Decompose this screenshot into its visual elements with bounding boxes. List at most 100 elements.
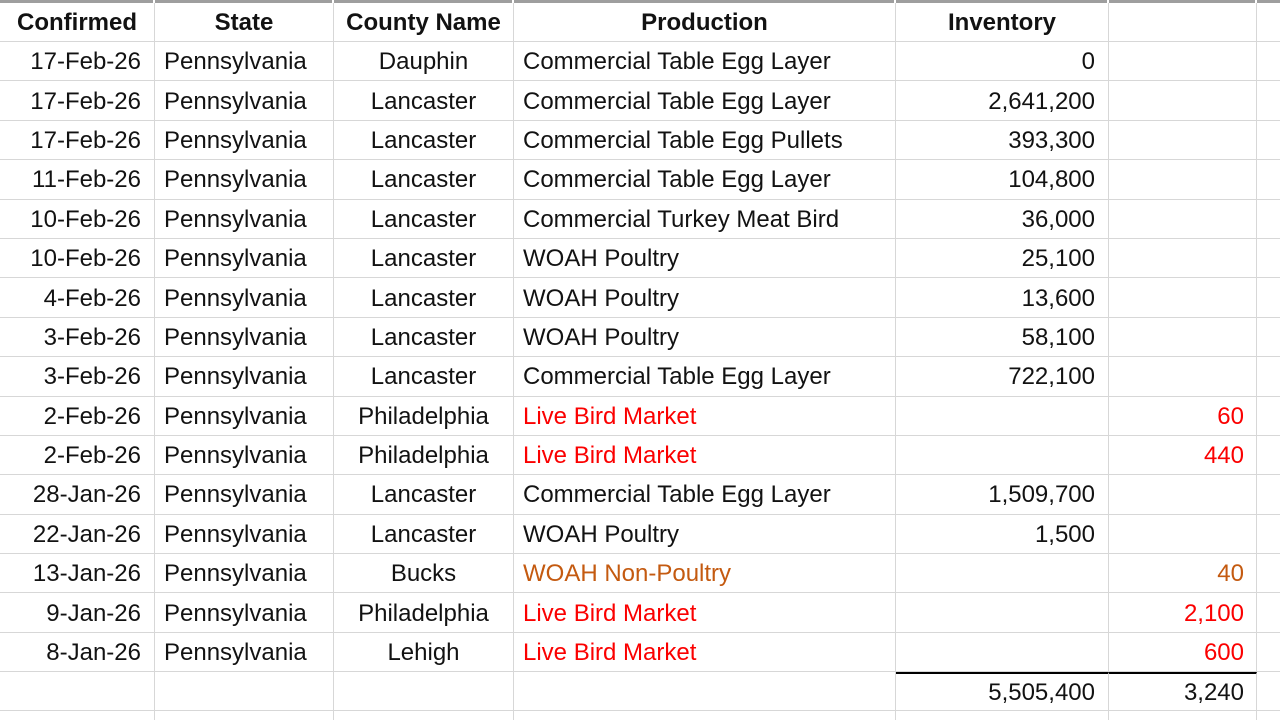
cell-gutter[interactable] [1257, 81, 1280, 119]
cell-production[interactable]: Live Bird Market [514, 632, 896, 672]
cell-state[interactable]: Pennsylvania [155, 160, 334, 199]
cell-confirmed[interactable]: 22-Jan-26 [0, 514, 155, 554]
cell-county[interactable]: Lancaster [334, 317, 514, 357]
cell-county[interactable]: Lancaster [334, 357, 514, 396]
cell-state[interactable]: Pennsylvania [155, 554, 334, 593]
cell-county[interactable]: Lancaster [334, 278, 514, 317]
cell-production[interactable]: Commercial Table Egg Pullets [514, 120, 896, 160]
cell-inventory[interactable]: 25,100 [896, 238, 1109, 278]
cell-confirmed[interactable]: 17-Feb-26 [0, 120, 155, 160]
cell-gutter[interactable] [1257, 436, 1280, 474]
cell-gutter[interactable] [1257, 397, 1280, 435]
cell-extra[interactable] [1109, 42, 1257, 81]
cell-state[interactable]: Pennsylvania [155, 435, 334, 475]
cell-gutter[interactable] [1257, 515, 1280, 553]
cell-confirmed[interactable]: 11-Feb-26 [0, 160, 155, 199]
header-inventory[interactable]: Inventory [896, 3, 1109, 41]
cell-inventory[interactable]: 722,100 [896, 357, 1109, 396]
cell-inventory[interactable] [896, 632, 1109, 672]
cell-extra[interactable]: 600 [1109, 632, 1257, 672]
cell-confirmed[interactable]: 9-Jan-26 [0, 593, 155, 632]
cell-state[interactable]: Pennsylvania [155, 199, 334, 238]
cell-confirmed[interactable]: 2-Feb-26 [0, 396, 155, 435]
cell-state[interactable]: Pennsylvania [155, 317, 334, 357]
totals-extra-value[interactable]: 3,240 [1109, 672, 1257, 711]
cell-extra[interactable] [1109, 514, 1257, 554]
cell-inventory[interactable]: 1,509,700 [896, 475, 1109, 514]
cell-confirmed[interactable]: 3-Feb-26 [0, 357, 155, 396]
cell-gutter[interactable] [1257, 475, 1280, 513]
totals-cell-state[interactable] [155, 672, 334, 711]
cell-production[interactable]: Commercial Table Egg Layer [514, 81, 896, 120]
cell-gutter[interactable] [1257, 593, 1280, 631]
cell-state[interactable]: Pennsylvania [155, 396, 334, 435]
cell-county[interactable]: Lancaster [334, 514, 514, 554]
cell-confirmed[interactable]: 10-Feb-26 [0, 238, 155, 278]
cell-confirmed[interactable]: 13-Jan-26 [0, 554, 155, 593]
cell-extra[interactable] [1109, 199, 1257, 238]
cell-county[interactable]: Lancaster [334, 238, 514, 278]
cell-state[interactable]: Pennsylvania [155, 120, 334, 160]
header-state[interactable]: State [155, 3, 334, 41]
cell-gutter[interactable] [1257, 200, 1280, 238]
cell-production[interactable]: Commercial Table Egg Layer [514, 160, 896, 199]
cell-inventory[interactable]: 393,300 [896, 120, 1109, 160]
cell-gutter[interactable] [1257, 278, 1280, 316]
cell-county[interactable]: Lancaster [334, 160, 514, 199]
cell-confirmed[interactable]: 28-Jan-26 [0, 475, 155, 514]
cell-inventory[interactable] [896, 396, 1109, 435]
cell-confirmed[interactable]: 2-Feb-26 [0, 435, 155, 475]
cell-inventory[interactable] [896, 554, 1109, 593]
totals-gutter[interactable] [1257, 672, 1280, 710]
cell-extra[interactable] [1109, 160, 1257, 199]
cell-county[interactable]: Lancaster [334, 199, 514, 238]
header-extra[interactable] [1109, 3, 1257, 41]
cell-gutter[interactable] [1257, 239, 1280, 277]
cell-inventory[interactable]: 58,100 [896, 317, 1109, 357]
cell-gutter[interactable] [1257, 42, 1280, 80]
cell-state[interactable]: Pennsylvania [155, 514, 334, 554]
cell-extra[interactable] [1109, 278, 1257, 317]
header-production[interactable]: Production [514, 3, 896, 41]
cell-extra[interactable] [1109, 81, 1257, 120]
cell-county[interactable]: Lancaster [334, 81, 514, 120]
totals-cell-production[interactable] [514, 672, 896, 711]
cell-county[interactable]: Philadelphia [334, 396, 514, 435]
cell-inventory[interactable]: 104,800 [896, 160, 1109, 199]
cell-inventory[interactable] [896, 435, 1109, 475]
cell-state[interactable]: Pennsylvania [155, 238, 334, 278]
cell-state[interactable]: Pennsylvania [155, 81, 334, 120]
cell-production[interactable]: WOAH Poultry [514, 317, 896, 357]
cell-inventory[interactable] [896, 593, 1109, 632]
cell-extra[interactable]: 440 [1109, 435, 1257, 475]
cell-inventory[interactable]: 36,000 [896, 199, 1109, 238]
cell-production[interactable]: Commercial Table Egg Layer [514, 357, 896, 396]
header-county-name[interactable]: County Name [334, 3, 514, 41]
cell-production[interactable]: Live Bird Market [514, 435, 896, 475]
cell-extra[interactable] [1109, 475, 1257, 514]
cell-inventory[interactable]: 13,600 [896, 278, 1109, 317]
cell-state[interactable]: Pennsylvania [155, 42, 334, 81]
cell-state[interactable]: Pennsylvania [155, 593, 334, 632]
totals-cell-county[interactable] [334, 672, 514, 711]
cell-gutter[interactable] [1257, 121, 1280, 159]
cell-gutter[interactable] [1257, 160, 1280, 198]
header-gutter[interactable] [1257, 3, 1280, 41]
cell-extra[interactable] [1109, 317, 1257, 357]
totals-inventory-value[interactable]: 5,505,400 [896, 672, 1109, 711]
cell-confirmed[interactable]: 10-Feb-26 [0, 199, 155, 238]
cell-production[interactable]: Commercial Turkey Meat Bird [514, 199, 896, 238]
cell-inventory[interactable]: 2,641,200 [896, 81, 1109, 120]
cell-county[interactable]: Philadelphia [334, 593, 514, 632]
cell-production[interactable]: WOAH Non-Poultry [514, 554, 896, 593]
cell-confirmed[interactable]: 17-Feb-26 [0, 42, 155, 81]
cell-county[interactable]: Lehigh [334, 632, 514, 672]
cell-inventory[interactable]: 0 [896, 42, 1109, 81]
cell-production[interactable]: WOAH Poultry [514, 238, 896, 278]
cell-production[interactable]: WOAH Poultry [514, 514, 896, 554]
cell-state[interactable]: Pennsylvania [155, 357, 334, 396]
cell-confirmed[interactable]: 17-Feb-26 [0, 81, 155, 120]
cell-county[interactable]: Lancaster [334, 120, 514, 160]
cell-county[interactable]: Philadelphia [334, 435, 514, 475]
header-confirmed[interactable]: Confirmed [0, 3, 155, 41]
